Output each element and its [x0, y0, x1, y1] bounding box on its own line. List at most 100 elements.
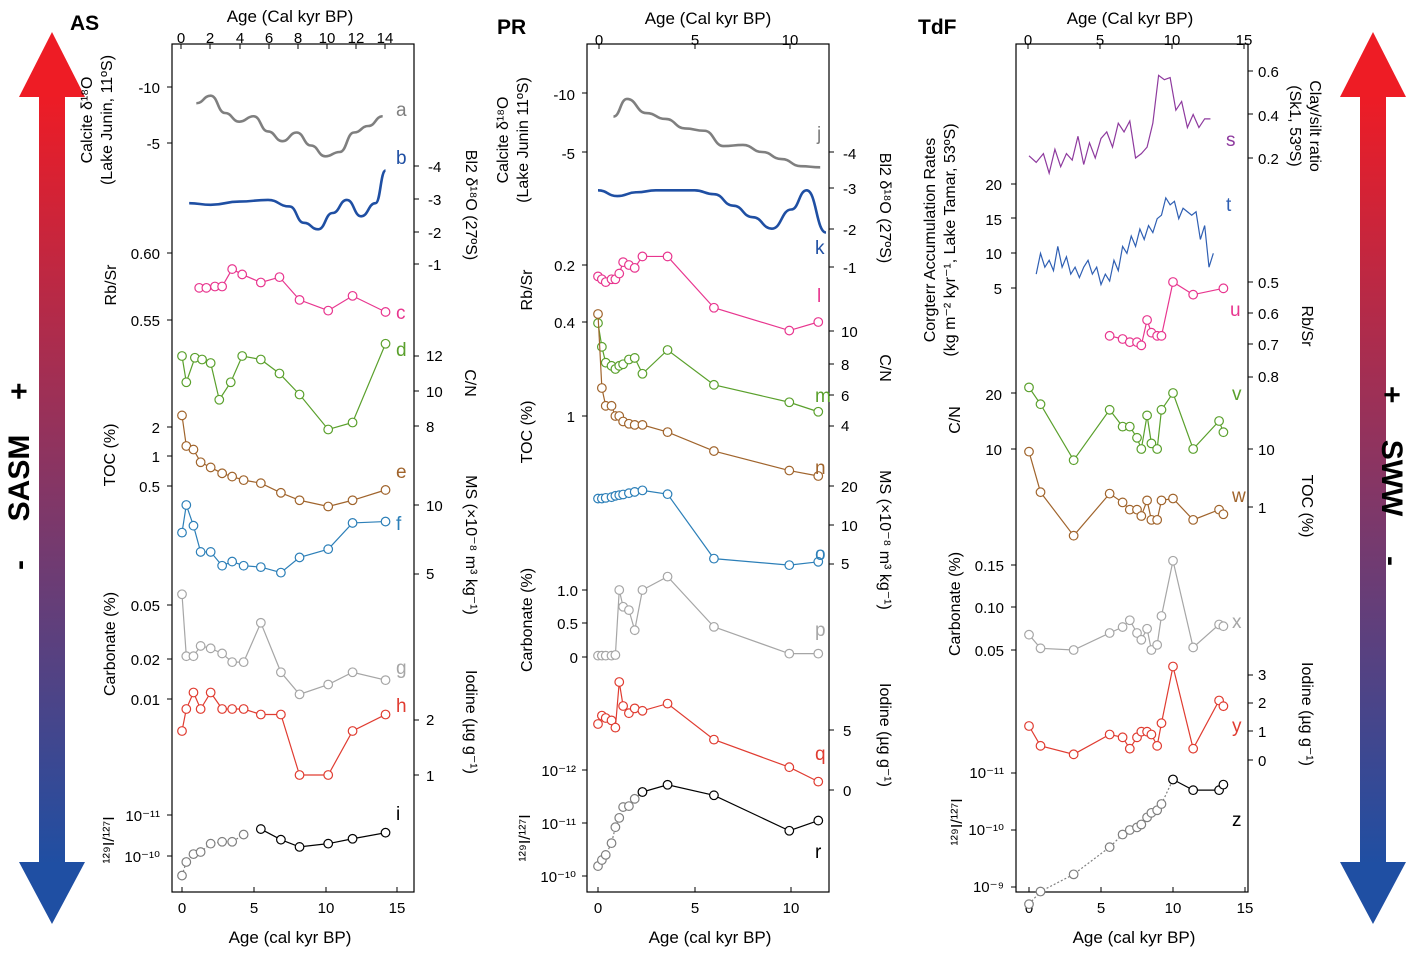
data-point-v [1136, 444, 1147, 454]
data-point-r [614, 812, 625, 823]
data-point-f [347, 518, 358, 528]
y-tick-label: 2 [152, 420, 160, 437]
data-point-w [1024, 446, 1034, 457]
bottom-tick-label: 15 [389, 900, 406, 917]
as-top-axis-label: Age (Cal kyr BP) [227, 7, 354, 26]
data-point-u [1136, 340, 1147, 351]
data-point-h [181, 704, 192, 714]
tdf-panel-title: TdF [918, 16, 957, 39]
as-y-axis-labels: Calcite δ¹⁸O (Lake Junin, 11ºS) Bl2 δ¹⁸O… [79, 55, 479, 864]
chart-marks: a b cd e f gh i j k l m n o p q r s t u v w x y z [167, 44, 1253, 910]
data-point-d [380, 338, 391, 349]
tdf-clay-label-2: (Sk1, 53ºS) [1286, 85, 1303, 166]
sasm-gradient-arrow [19, 32, 85, 924]
top-tick-label: 10 [319, 30, 336, 47]
data-point-h [177, 726, 187, 736]
y-tick-label: 10⁻¹¹ [541, 816, 576, 833]
y-tick-label: 10⁻⁹ [973, 879, 1004, 896]
data-point-f [323, 544, 334, 555]
data-point-p [637, 585, 648, 595]
data-point-i [276, 834, 286, 845]
data-point-u [1168, 277, 1178, 287]
data-point-c [227, 264, 238, 274]
data-point-x [1156, 611, 1167, 621]
data-point-i [181, 857, 192, 867]
data-point-c [255, 277, 266, 288]
series-letter-c: c [396, 303, 406, 324]
as-ms-label: MS (×10⁻⁸ m³ kg⁻¹) [462, 475, 479, 615]
series-line-v [1028, 387, 1224, 462]
data-point-p [624, 605, 634, 615]
series-letter-l: l [817, 286, 821, 307]
series-line-m [597, 322, 819, 413]
data-point-l [637, 251, 648, 262]
data-point-z [1156, 799, 1167, 809]
pr-calcite-label-1: Calcite δ¹⁸O [495, 97, 512, 184]
pr-b12-label: Bl2 δ¹⁸O (27ºS) [876, 153, 893, 263]
data-point-u [1188, 289, 1199, 300]
sasm-plus: + [3, 382, 36, 400]
tdf-corg-label-1: Corgterr Accumulation Rates [922, 138, 939, 343]
data-point-y [1068, 749, 1079, 760]
data-point-g [238, 657, 249, 668]
data-point-g [177, 589, 187, 600]
data-point-c [294, 295, 305, 305]
y-tick-label: 0.8 [1258, 369, 1279, 386]
data-point-x [1132, 628, 1142, 638]
data-point-y [1188, 743, 1199, 754]
data-point-w [1188, 514, 1199, 525]
data-point-f [177, 527, 187, 538]
data-point-w [1035, 487, 1046, 498]
y-tick-label: 5 [843, 723, 851, 740]
data-point-r [610, 822, 621, 833]
y-tick-label: 10 [426, 384, 443, 401]
data-point-h [227, 704, 238, 714]
data-point-m [813, 406, 824, 417]
data-point-z [1024, 899, 1034, 910]
y-tick-label: -1 [428, 257, 441, 274]
as-iso-label: ¹²⁹I/¹²⁷I [101, 816, 118, 863]
data-point-e [238, 475, 249, 486]
data-point-c [201, 282, 212, 293]
data-point-w [1068, 530, 1079, 541]
series-line-s [1028, 74, 1211, 176]
data-point-q [614, 677, 625, 687]
data-point-l [813, 317, 824, 327]
data-point-g [195, 641, 206, 651]
data-point-e [347, 495, 358, 506]
series-line-r [642, 784, 819, 832]
y-tick-label: 0 [1258, 753, 1266, 770]
data-point-y [1035, 740, 1046, 751]
data-point-i [380, 827, 391, 838]
top-tick-label: 5 [691, 32, 699, 49]
y-tick-label: 0.15 [975, 558, 1004, 575]
as-bottom-axis-label: Age (cal kyr BP) [229, 928, 352, 947]
as-toc-label: TOC (%) [102, 424, 119, 487]
data-point-g [323, 679, 334, 690]
series-line-a [196, 94, 383, 158]
data-point-l [784, 325, 795, 336]
data-point-o [709, 553, 719, 564]
data-point-f [205, 547, 216, 557]
sasm-minus: - [3, 560, 36, 570]
data-point-e [195, 457, 206, 468]
series-letter-s: s [1226, 130, 1236, 151]
as-b12-label: Bl2 δ¹⁸O (27ºS) [462, 150, 479, 260]
y-tick-label: -1 [843, 260, 856, 277]
data-point-v [1124, 421, 1135, 432]
data-point-i [238, 829, 249, 840]
data-point-d [181, 377, 192, 388]
series-line-j [613, 97, 821, 169]
top-tick-label: 15 [1236, 32, 1253, 49]
series-letter-f: f [396, 514, 402, 535]
data-point-e [294, 495, 305, 506]
data-point-i [294, 842, 305, 852]
pr-ms-label: MS (×10⁻⁸ m³ kg⁻¹) [876, 470, 893, 610]
y-tick-label: -4 [843, 146, 856, 163]
bottom-tick-label: 5 [691, 900, 699, 917]
pr-iso-label: ¹²⁹I/¹²⁷I [517, 814, 534, 861]
data-point-x [1035, 643, 1046, 654]
tdf-clay-label-1: Clay/silt ratio [1306, 80, 1323, 172]
data-point-c [380, 307, 391, 317]
tdf-bottom-tick-labels: 0 5 10 15 [1025, 900, 1254, 917]
